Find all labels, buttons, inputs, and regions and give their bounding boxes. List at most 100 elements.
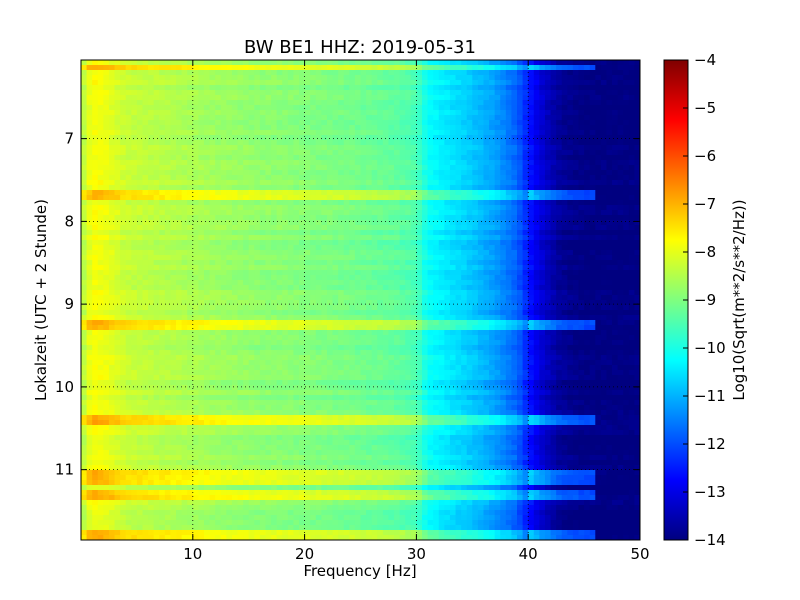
heatmap-cell [394,220,401,226]
heatmap-cell [461,220,468,226]
heatmap-cell [103,275,110,281]
heatmap-cell [349,180,356,186]
heatmap-cell [382,160,390,166]
heatmap-cell [108,70,116,76]
heatmap-cell [148,150,155,156]
heatmap-cell [187,290,194,296]
heatmap-cell [86,160,93,166]
heatmap-cell [623,175,630,181]
heatmap-cell [148,70,155,76]
heatmap-cell [153,235,160,241]
heatmap-cell [220,195,227,201]
heatmap-cell [617,130,624,136]
heatmap-cell [92,235,99,241]
heatmap-cell [544,105,552,111]
heatmap-cell [472,120,479,126]
heatmap-cell [293,235,300,241]
heatmap-cell [494,180,501,186]
heatmap-cell [623,165,630,171]
heatmap-cell [326,300,334,306]
heatmap-cell [159,130,166,136]
heatmap-cell [427,215,434,221]
heatmap-cell [248,200,255,206]
heatmap-cell [600,215,608,221]
heatmap-cell [617,230,624,236]
heatmap-cell [461,185,468,191]
heatmap-cell [556,260,563,266]
heatmap-cell [366,80,373,86]
heatmap-cell [584,270,591,276]
heatmap-cell [533,170,540,176]
heatmap-cell [382,260,390,266]
heatmap-cell [248,170,255,176]
heatmap-cell [444,155,451,161]
heatmap-cell [483,205,490,211]
heatmap-cell [125,300,132,306]
heatmap-cell [170,200,177,206]
heatmap-cell [176,250,183,256]
heatmap-cell [97,85,104,91]
heatmap-cell [466,300,473,306]
heatmap-cell [81,195,88,201]
heatmap-cell [416,250,423,256]
heatmap-cell [433,70,440,76]
heatmap-cell [366,270,373,276]
heatmap-cell [248,75,255,81]
heatmap-cell [354,285,362,291]
heatmap-cell [293,240,300,246]
heatmap-cell [276,270,283,276]
heatmap-cell [332,275,339,281]
heatmap-cell [159,150,166,156]
heatmap-cell [427,105,434,111]
heatmap-cell [628,105,636,111]
heatmap-cell [612,210,619,216]
heatmap-cell [371,175,378,181]
heatmap-cell [248,105,255,111]
heatmap-cell [595,215,602,221]
heatmap-cell [433,150,440,156]
heatmap-cell [315,60,322,66]
heatmap-cell [265,180,272,186]
heatmap-cell [187,215,194,221]
heatmap-cell [612,290,619,296]
heatmap-cell [159,155,166,161]
heatmap-cell [561,215,568,221]
heatmap-cell [265,85,272,91]
heatmap-cell [108,250,116,256]
heatmap-cell [634,130,640,136]
heatmap-cell [231,245,239,251]
heatmap-cell [494,140,501,146]
heatmap-cell [259,75,267,81]
heatmap-cell [265,185,272,191]
heatmap-cell [170,210,177,216]
heatmap-cell [405,70,412,76]
heatmap-cell [522,100,529,106]
heatmap-cell [433,165,440,171]
heatmap-cell [584,80,591,86]
heatmap-cell [108,130,116,136]
heatmap-cell [198,200,205,206]
heatmap-cell [108,95,116,101]
heatmap-cell [533,100,540,106]
heatmap-cell [477,195,485,201]
heatmap-cell [539,300,546,306]
heatmap-cell [343,295,350,301]
heatmap-cell [215,250,222,256]
heatmap-cell [528,130,535,136]
heatmap-cell [366,155,373,161]
heatmap-cell [483,100,490,106]
heatmap-cell [600,240,608,246]
heatmap-cell [231,290,239,296]
heatmap-cell [628,165,636,171]
heatmap-cell [287,145,295,151]
heatmap-cell [254,115,261,121]
heatmap-cell [120,265,127,271]
heatmap-cell [606,235,613,241]
heatmap-cell [220,235,227,241]
heatmap-cell [360,240,367,246]
heatmap-cell [231,125,239,131]
heatmap-cell [461,60,468,66]
heatmap-cell [511,95,518,101]
heatmap-cell [153,155,160,161]
heatmap-cell [438,280,445,286]
